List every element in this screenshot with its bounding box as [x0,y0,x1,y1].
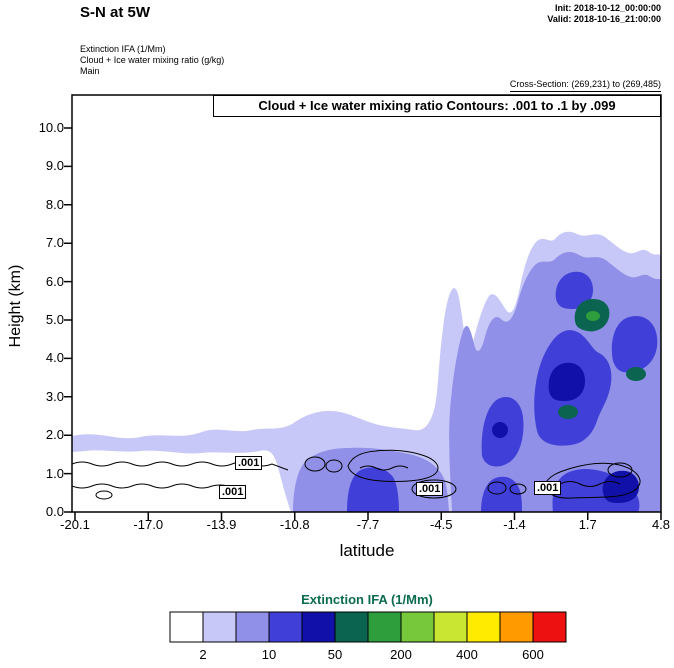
colorbar-cell [235,611,270,643]
y-tick-label: 9.0 [45,158,64,174]
colorbar-cell [466,611,501,643]
colorbar [169,611,567,643]
contour-info-box: Cloud + Ice water mixing ratio Contours:… [213,95,661,117]
contour-line [559,481,621,487]
colorbar-tick-label: 2 [199,647,207,662]
contour-value-label: .001 [219,485,247,499]
page-title: S-N at 5W [80,4,151,21]
contour-line [359,465,409,471]
colorbar-tick-label: 400 [456,647,478,662]
fill-region-level4 [492,422,508,438]
fill-region-level5 [558,405,578,419]
contour-line [95,490,113,500]
contour-line [347,449,439,482]
x-tick-label: -20.1 [60,517,90,532]
fill-region-level4 [548,362,585,401]
colorbar-cell [268,611,303,643]
init-time-label: Init: 2018-10-12_00:00:00 [554,3,661,13]
x-axis-title: latitude [339,541,395,560]
y-tick-label: 1.0 [45,465,64,481]
fill-region-level4 [602,470,639,503]
y-tick-label: 3.0 [45,388,64,404]
contour-line [325,459,343,473]
colorbar-cell [499,611,534,643]
subtitle-line-variable: Cloud + Ice water mixing ratio (g/kg) [80,55,225,65]
x-tick-label: -7.7 [356,517,380,532]
y-tick-label: 8.0 [45,196,64,212]
contour-line [411,479,457,499]
x-tick-label: 1.7 [578,517,597,532]
plot-subtitle-block: Extinction IFA (1/Mm) Cloud + Ice water … [80,44,224,77]
contour-line [543,462,641,499]
y-tick-label: 6.0 [45,273,64,289]
contour-line [509,483,527,495]
contour-value-label: .001 [416,482,444,496]
x-tick-label: -10.8 [279,517,310,532]
mixing-ratio-contour-lines [72,449,641,500]
contour-line [487,481,507,495]
y-axis-ticks [64,127,72,513]
x-tick-label: -13.9 [206,517,237,532]
colorbar-cell [202,611,237,643]
y-tick-label: 4.0 [45,350,64,366]
y-axis-title: Height (km) [7,264,24,348]
y-tick-label: 2.0 [45,427,64,443]
colorbar-tick-label: 600 [522,647,544,662]
colorbar-tick-label: 200 [390,647,412,662]
colorbar-tick-label: 50 [327,647,343,662]
colorbar-cell [532,611,567,643]
colorbar-cell [334,611,369,643]
contour-line [72,483,229,489]
colorbar-cell [367,611,402,643]
x-tick-label: -4.5 [430,517,453,532]
colorbar-cell [433,611,468,643]
colorbar-cell [400,611,435,643]
colorbar-cell [169,611,204,643]
y-tick-label: 7.0 [45,235,64,251]
fill-region-level6 [586,311,600,321]
y-tick-label: 0.0 [45,504,64,519]
y-tick-label: 10.0 [38,120,64,135]
fill-region-level3 [347,467,399,512]
contour-value-label: .001 [534,481,562,495]
x-axis-ticks [74,512,662,520]
fill-region-level3 [611,315,658,373]
colorbar-tick-label: 10 [261,647,277,662]
contour-line [304,456,326,472]
contour-line [607,462,633,478]
contour-field [72,231,661,512]
run-info: Init: 2018-10-12_00:00:00 Valid: 2018-10… [547,3,661,25]
subtitle-domain: Main [80,66,100,76]
colorbar-cell [301,611,336,643]
y-tick-label: 5.0 [45,312,64,327]
subtitle-fill-variable: Extinction IFA (1/Mm) [80,44,166,54]
fill-region-level5 [626,366,646,382]
valid-time-label: Valid: 2018-10-16_21:00:00 [547,14,661,24]
x-tick-label: 4.8 [651,517,671,532]
colorbar-title: Extinction IFA (1/Mm) [301,592,433,607]
x-tick-label: -1.4 [503,517,526,532]
x-tick-label: -17.0 [133,517,164,532]
cross-section-label: Cross-Section: (269,231) to (269,485) [509,79,661,92]
contour-value-label: .001 [235,456,263,470]
fill-region-level3 [555,271,593,309]
